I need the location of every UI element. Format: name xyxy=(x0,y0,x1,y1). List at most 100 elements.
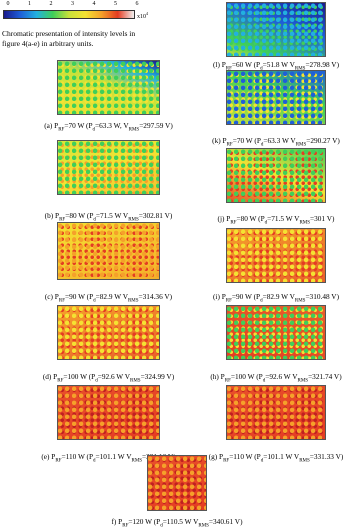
caption-subscript: RMS xyxy=(297,378,309,384)
panel-caption: (c) PRF=90 W (Pd=82.9 W VRMS=314.36 V) xyxy=(19,292,199,303)
panel-caption: (b) PRF=80 W (Pd=71.5 W VRMS=302.81 V) xyxy=(19,211,199,222)
caption-subscript: d xyxy=(93,217,96,223)
colorbar-tick: 0 xyxy=(6,1,10,7)
caption-text: =63.3 W V xyxy=(263,136,296,145)
caption-text: =70 W (P xyxy=(232,136,261,145)
caption-subscript: RMS xyxy=(299,220,310,226)
caption-text: =310.48 V) xyxy=(305,292,340,301)
caption-subscript: d xyxy=(264,220,268,226)
caption-text: (a) P xyxy=(44,121,59,130)
panel-caption: (a) PRF=70 W (Pd=63.3 W, VRMS=297.59 V) xyxy=(19,121,199,132)
colorbar-tick: 1 xyxy=(28,1,31,7)
caption-subscript: d xyxy=(260,142,264,148)
heatmap-image xyxy=(57,140,160,195)
colorbar-tick: 4 xyxy=(92,1,96,7)
caption-text: =71.5 W V xyxy=(267,214,300,223)
caption-text: =290.27 V) xyxy=(306,136,340,145)
caption-subscript: RF xyxy=(58,127,65,133)
caption-subscript: RF xyxy=(226,142,233,148)
heatmap-image xyxy=(226,228,326,283)
legend-caption: Chromatic presentation of intensity leve… xyxy=(2,29,136,48)
caption-subscript: d xyxy=(260,66,263,72)
heatmap-image xyxy=(226,305,326,360)
caption-subscript: RF xyxy=(230,220,237,226)
caption-text: =63.3 W, V xyxy=(95,121,129,130)
panel-caption: (h) PRF=100 W (Pd=92.6 W VRMS=321.74 V) xyxy=(186,372,361,383)
caption-subscript: d xyxy=(95,378,98,384)
caption-subscript: d xyxy=(260,458,264,464)
panel-caption: f) PRF=120 W (Pd=110.5 W VRMS=340.61 V) xyxy=(87,517,267,528)
caption-text: =321.74 V) xyxy=(308,372,342,381)
caption-text: =110 W (P xyxy=(229,452,261,461)
caption-text: =110.5 W V xyxy=(162,517,199,526)
caption-subscript: RMS xyxy=(128,127,140,133)
colorbar-tick: 5 xyxy=(114,1,117,7)
caption-subscript: RF xyxy=(223,458,230,464)
caption-text: =92.6 W V xyxy=(265,372,298,381)
caption-subscript: d xyxy=(93,298,96,304)
colorbar-tick: 6 xyxy=(135,1,139,7)
caption-subscript: RMS xyxy=(299,458,310,464)
panel-caption: (g) PRF=110 W (Pd=101.1 W VRMS=331.33 V) xyxy=(186,452,361,463)
caption-text: =92.6 W V xyxy=(97,372,130,381)
caption-text: (d) P xyxy=(42,372,58,381)
caption-text: =100 W (P xyxy=(230,372,263,381)
caption-text: =60 W (P xyxy=(231,60,261,69)
panel-caption: (d) PRF=100 W (Pd=92.6 W VRMS=324.99 V) xyxy=(19,372,199,383)
caption-text: (h) P xyxy=(210,372,225,381)
caption-subscript: RF xyxy=(58,298,65,304)
heatmap-image xyxy=(226,2,326,57)
caption-subscript: RMS xyxy=(131,458,143,464)
exponent-power: 4 xyxy=(146,11,148,16)
panel-caption: (i) PRF=90 W (Pd=82.9 W VRMS=310.48 V) xyxy=(186,292,361,303)
caption-subscript: RMS xyxy=(294,298,306,304)
caption-text: (i) P xyxy=(212,292,226,301)
caption-text: (b) P xyxy=(44,211,60,220)
caption-text: =120 W (P xyxy=(128,517,161,526)
caption-text: =110 W (P xyxy=(61,452,94,461)
caption-subscript: RMS xyxy=(295,142,307,148)
caption-subscript: RF xyxy=(59,217,66,223)
caption-text: =278.98 V) xyxy=(305,60,340,69)
caption-text: =80 W (P xyxy=(65,211,94,220)
panel-caption: (j) PRF=80 W (Pd=71.5 W VRMS=301 V) xyxy=(186,214,361,225)
caption-text: =80 W (P xyxy=(236,214,265,223)
caption-text: =301 V) xyxy=(310,214,335,223)
caption-text: (c) P xyxy=(44,292,59,301)
caption-text: =302.81 V) xyxy=(138,211,173,220)
caption-text: =70 W (P xyxy=(64,121,93,130)
heatmap-image xyxy=(57,222,160,280)
heatmap-image xyxy=(57,60,160,115)
caption-subscript: RMS xyxy=(127,298,139,304)
colorbar-tick: 2 xyxy=(49,1,53,7)
colorbar-tick: 3 xyxy=(71,1,74,7)
caption-text: =340.61 V) xyxy=(208,517,243,526)
caption-subscript: RMS xyxy=(128,217,139,223)
caption-subscript: RF xyxy=(224,378,231,384)
panel-caption: (l) PRF=60 W (Pd=51.8 W VRMS=278.98 V) xyxy=(186,60,361,71)
exponent-base: x10 xyxy=(137,14,146,20)
heatmap-image xyxy=(147,455,207,511)
heatmap-image xyxy=(226,385,326,440)
caption-text: f) P xyxy=(111,517,123,526)
heatmap-image xyxy=(226,148,326,203)
caption-subscript: d xyxy=(260,298,263,304)
caption-text: =90 W (P xyxy=(231,292,261,301)
caption-text: =51.8 W V xyxy=(262,60,295,69)
caption-text: =71.5 W V xyxy=(95,211,129,220)
caption-text: (j) P xyxy=(217,214,231,223)
panel-caption: (k) PRF=70 W (Pd=63.3 W VRMS=290.27 V) xyxy=(186,136,361,147)
caption-subscript: RF xyxy=(55,458,62,464)
caption-subscript: RMS xyxy=(130,378,141,384)
caption-text: =82.9 W V xyxy=(262,292,295,301)
caption-subscript: RF xyxy=(225,298,232,304)
caption-text: =297.59 V) xyxy=(139,121,173,130)
heatmap-image xyxy=(57,385,160,440)
caption-text: (g) P xyxy=(208,452,224,461)
colorbar xyxy=(3,10,135,19)
caption-text: (l) P xyxy=(212,60,226,69)
caption-text: =82.9 W V xyxy=(95,292,128,301)
caption-subscript: RF xyxy=(57,378,64,384)
caption-text: (k) P xyxy=(212,136,227,145)
